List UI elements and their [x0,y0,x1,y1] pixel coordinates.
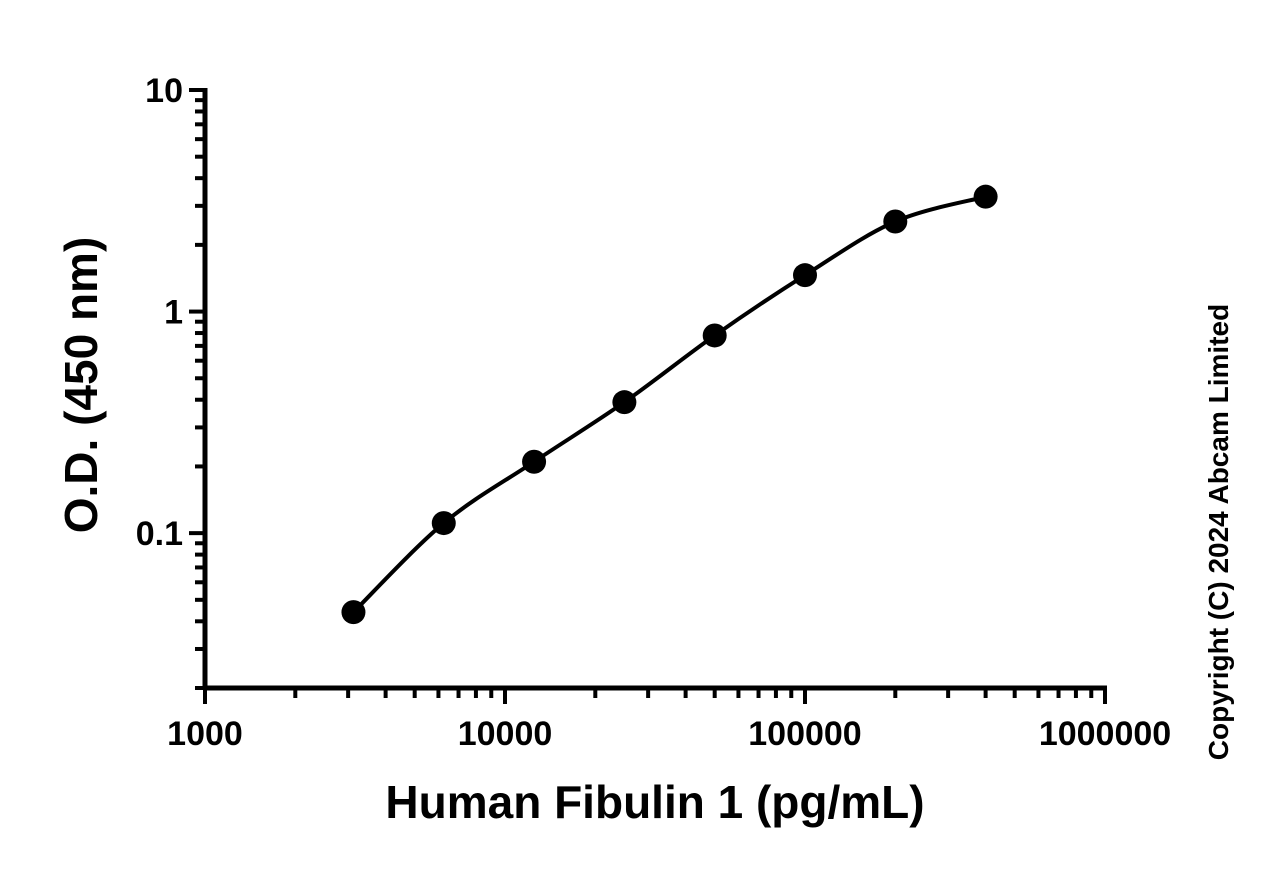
data-point [883,209,908,234]
data-point [702,323,727,348]
ticks [189,88,1107,704]
y-tick-label: 0.1 [136,515,183,553]
x-axis-title: Human Fibulin 1 (pg/mL) [385,776,924,828]
x-tick-label: 1000 [167,715,243,753]
y-tick-label: 10 [145,72,183,110]
fit-curve [352,194,987,614]
tick-labels: 1000 10000 100000 1000000 0.1 1 10 [136,72,1171,753]
data-point [612,390,637,415]
data-points [341,184,998,625]
x-tick-label: 1000000 [1039,715,1171,753]
y-axis-title: O.D. (450 nm) [55,237,107,534]
data-point [973,184,998,209]
x-tick-label: 10000 [458,715,553,753]
data-point [431,511,456,536]
data-point [793,263,817,288]
axes [202,88,1107,691]
x-tick-label: 100000 [748,715,861,753]
data-point [341,600,366,625]
y-tick-label: 1 [164,294,183,332]
copyright-notice: Copyright (C) 2024 Abcam Limited [1203,304,1234,760]
data-point [522,449,547,474]
